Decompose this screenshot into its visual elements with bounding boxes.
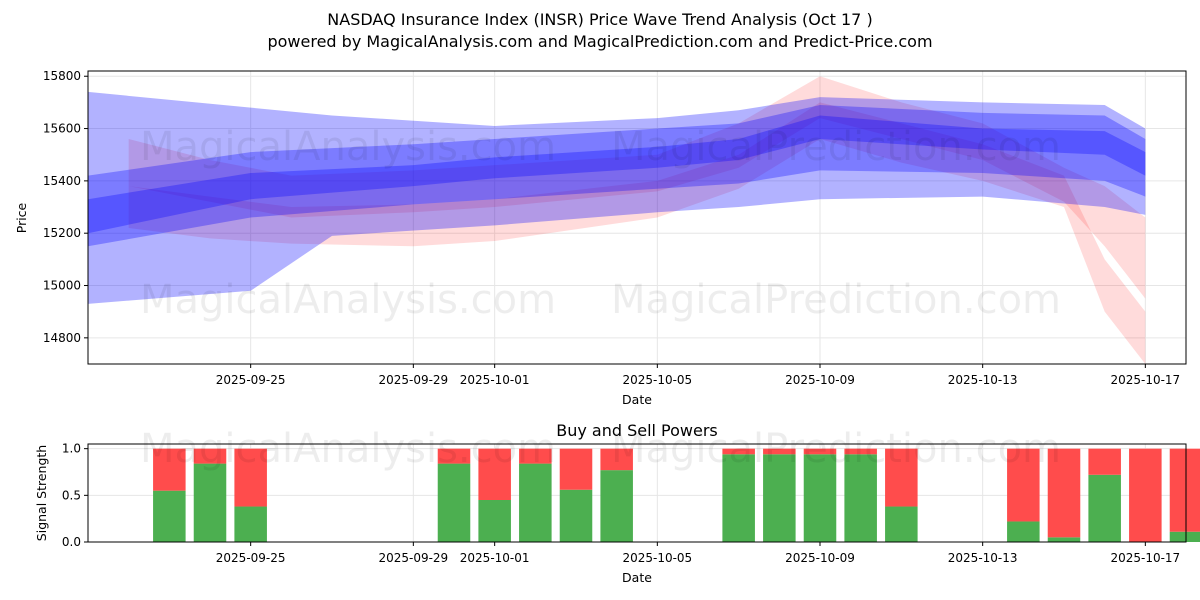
buy-bar-2025-10-09	[803, 454, 837, 542]
sell-bar-2025-09-25	[234, 448, 267, 507]
chart-title-line1: NASDAQ Insurance Index (INSR) Price Wave…	[327, 10, 872, 29]
band-blue-wave-inner	[88, 115, 1146, 234]
watermark-analysis-top: MagicalAnalysis.com	[140, 124, 556, 170]
buy-sell-ytick-label-1: 0.5	[62, 488, 81, 502]
buy-sell-watermarks: MagicalAnalysis.com MagicalPrediction.co…	[140, 426, 1061, 472]
buy-bar-2025-10-07	[722, 454, 755, 542]
price-ytick-label-3: 15400	[43, 174, 81, 188]
buy-sell-y-ticks: 0.0 0.5 1.0	[62, 442, 88, 549]
buy-bar-2025-09-25	[234, 506, 267, 542]
buy-sell-title: Buy and Sell Powers	[556, 421, 718, 440]
price-plot-frame-bg	[88, 71, 1186, 364]
price-watermarks: MagicalAnalysis.com MagicalPrediction.co…	[140, 124, 1061, 323]
buy-bar-2025-10-08	[763, 454, 796, 542]
band-blue-wave-outer	[88, 91, 1146, 304]
sell-bar-2025-10-03	[559, 448, 593, 490]
buy-sell-y-axis-label: Signal Strength	[34, 445, 49, 541]
buy-bar-2025-10-15	[1047, 537, 1081, 542]
sell-bar-2025-09-24	[193, 448, 227, 464]
buy-bar-2025-09-30	[437, 463, 471, 542]
watermark-prediction-top: MagicalPrediction.com	[611, 124, 1061, 170]
chart-title-line2: powered by MagicalAnalysis.com and Magic…	[267, 32, 932, 51]
buy-sell-xtick-label-4: 2025-10-09	[785, 551, 855, 565]
buy-bar-2025-10-16	[1088, 474, 1121, 542]
price-bands	[88, 76, 1146, 364]
buy-sell-xtick-label-6: 2025-10-17	[1110, 551, 1180, 565]
price-xtick-label-6: 2025-10-17	[1110, 373, 1180, 387]
sell-bar-2025-09-30	[437, 448, 471, 464]
sell-bar-2025-10-02	[519, 448, 552, 464]
buy-bar-2025-10-11	[885, 506, 918, 542]
sell-bar-2025-10-11	[885, 448, 918, 507]
buy-sell-x-ticks: 2025-09-25 2025-09-29 2025-10-01 2025-10-05…	[216, 542, 1180, 565]
price-y-ticks: 14800 15000 15200 15400 15600 15800	[43, 69, 88, 345]
sell-bar-2025-10-18	[1169, 448, 1200, 532]
buy-bar-2025-10-04	[600, 470, 633, 542]
sell-bar-2025-10-10	[844, 448, 877, 455]
price-x-ticks: 2025-09-25 2025-09-29 2025-10-01 2025-10-05…	[216, 364, 1180, 387]
buy-bar-2025-10-03	[559, 489, 593, 542]
sell-bar-2025-10-01	[478, 448, 511, 500]
buy-sell-xtick-label-2: 2025-10-01	[460, 551, 530, 565]
price-ytick-label-2: 15200	[43, 226, 81, 240]
watermark-prediction-mid: MagicalPrediction.com	[611, 277, 1061, 323]
watermark-prediction-bottom: MagicalPrediction.com	[611, 426, 1061, 472]
sell-bar-2025-10-07	[722, 448, 755, 455]
sell-bar-2025-10-08	[763, 448, 796, 455]
band-red-wave-high	[128, 76, 1146, 299]
watermark-analysis-mid: MagicalAnalysis.com	[140, 277, 556, 323]
price-grid	[88, 71, 1186, 364]
band-blue-wave-mid	[88, 105, 1146, 247]
buy-sell-ytick-label-0: 0.0	[62, 535, 81, 549]
buy-sell-plot: Buy and Sell Powers MagicalAnalysis.com …	[34, 421, 1200, 585]
price-xtick-label-1: 2025-09-29	[378, 373, 448, 387]
sell-bar-2025-10-16	[1088, 448, 1121, 475]
buy-sell-x-axis-label: Date	[622, 570, 652, 585]
price-ytick-label-1: 15000	[43, 279, 81, 293]
price-ytick-label-5: 15800	[43, 69, 81, 83]
price-xtick-label-5: 2025-10-13	[948, 373, 1018, 387]
price-y-axis-label: Price	[14, 202, 29, 233]
sell-bar-2025-10-14	[1007, 448, 1040, 522]
price-xtick-label-2: 2025-10-01	[460, 373, 530, 387]
buy-bar-2025-10-10	[844, 454, 877, 542]
buy-sell-xtick-label-3: 2025-10-05	[622, 551, 692, 565]
sell-bar-2025-10-09	[803, 448, 837, 455]
price-xtick-label-4: 2025-10-09	[785, 373, 855, 387]
buy-sell-xtick-label-1: 2025-09-29	[378, 551, 448, 565]
price-ytick-label-0: 14800	[43, 331, 81, 345]
sell-bar-2025-10-17	[1129, 448, 1162, 542]
price-ytick-label-4: 15600	[43, 122, 81, 136]
buy-bar-2025-09-23	[153, 490, 186, 542]
sell-bar-2025-09-23	[153, 448, 186, 491]
buy-bar-2025-10-18	[1169, 531, 1200, 542]
price-xtick-label-3: 2025-10-05	[622, 373, 692, 387]
buy-bar-2025-10-02	[519, 463, 552, 542]
buy-bar-2025-10-14	[1007, 521, 1040, 542]
band-red-wave-low	[128, 102, 1146, 364]
buy-sell-frame-bg	[88, 444, 1186, 542]
buy-bar-2025-09-24	[193, 463, 227, 542]
buy-sell-bars	[153, 448, 1200, 542]
price-wave-plot: MagicalAnalysis.com MagicalPrediction.co…	[14, 69, 1187, 407]
price-band-group	[88, 76, 1146, 364]
watermark-analysis-bottom: MagicalAnalysis.com	[140, 426, 556, 472]
price-xtick-label-0: 2025-09-25	[216, 373, 286, 387]
buy-sell-ytick-label-2: 1.0	[62, 442, 81, 456]
sell-bar-2025-10-15	[1047, 448, 1081, 538]
buy-bar-2025-10-01	[478, 500, 511, 542]
price-plot-frame	[87, 70, 1187, 365]
price-x-axis-label: Date	[622, 392, 652, 407]
sell-bar-2025-10-04	[600, 448, 633, 471]
buy-sell-frame	[87, 443, 1187, 543]
buy-sell-xtick-label-0: 2025-09-25	[216, 551, 286, 565]
buy-sell-xtick-label-5: 2025-10-13	[948, 551, 1018, 565]
